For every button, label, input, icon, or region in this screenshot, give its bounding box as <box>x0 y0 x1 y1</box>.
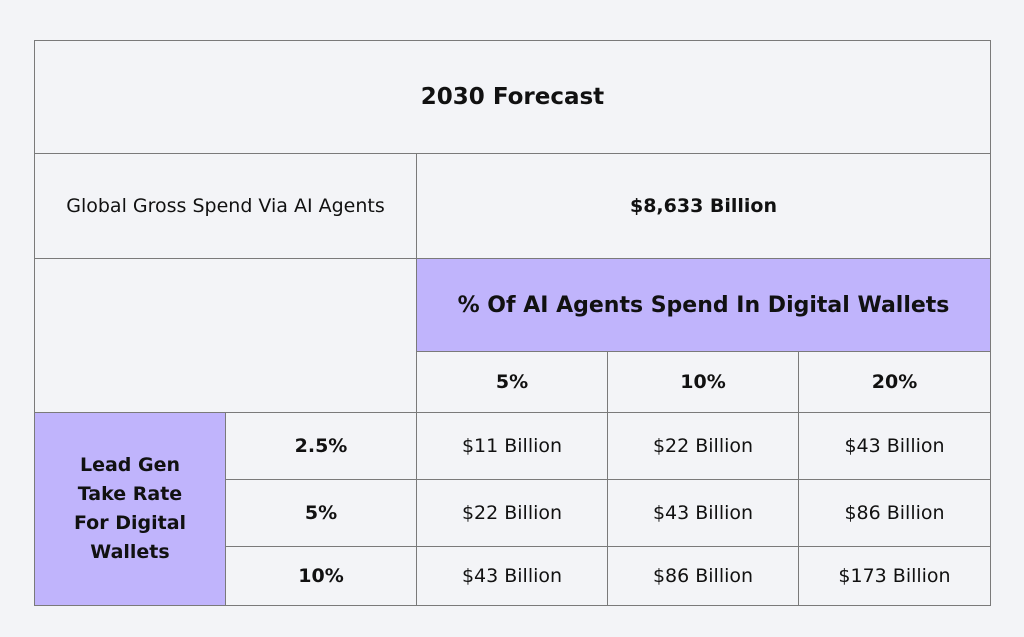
column-header: 10% <box>608 352 799 413</box>
empty-corner-cell <box>35 259 417 413</box>
gross-spend-value: $8,633 Billion <box>417 154 991 259</box>
table-cell: $86 Billion <box>608 547 799 606</box>
table-cell: $173 Billion <box>799 547 991 606</box>
row-header: 10% <box>226 547 417 606</box>
gross-spend-label: Global Gross Spend Via AI Agents <box>35 154 417 259</box>
table-cell: $86 Billion <box>799 480 991 547</box>
table-title: 2030 Forecast <box>35 41 991 154</box>
row-header: 2.5% <box>226 413 417 480</box>
row-group-header: Lead Gen Take Rate For Digital Wallets <box>35 413 226 606</box>
table-cell: $43 Billion <box>417 547 608 606</box>
column-group-header: % Of AI Agents Spend In Digital Wallets <box>417 259 991 352</box>
column-header: 5% <box>417 352 608 413</box>
forecast-table: 2030 Forecast Global Gross Spend Via AI … <box>34 40 991 606</box>
row-header: 5% <box>226 480 417 547</box>
table-cell: $22 Billion <box>417 480 608 547</box>
table-cell: $22 Billion <box>608 413 799 480</box>
table-cell: $43 Billion <box>799 413 991 480</box>
table-cell: $43 Billion <box>608 480 799 547</box>
table-cell: $11 Billion <box>417 413 608 480</box>
column-header: 20% <box>799 352 991 413</box>
